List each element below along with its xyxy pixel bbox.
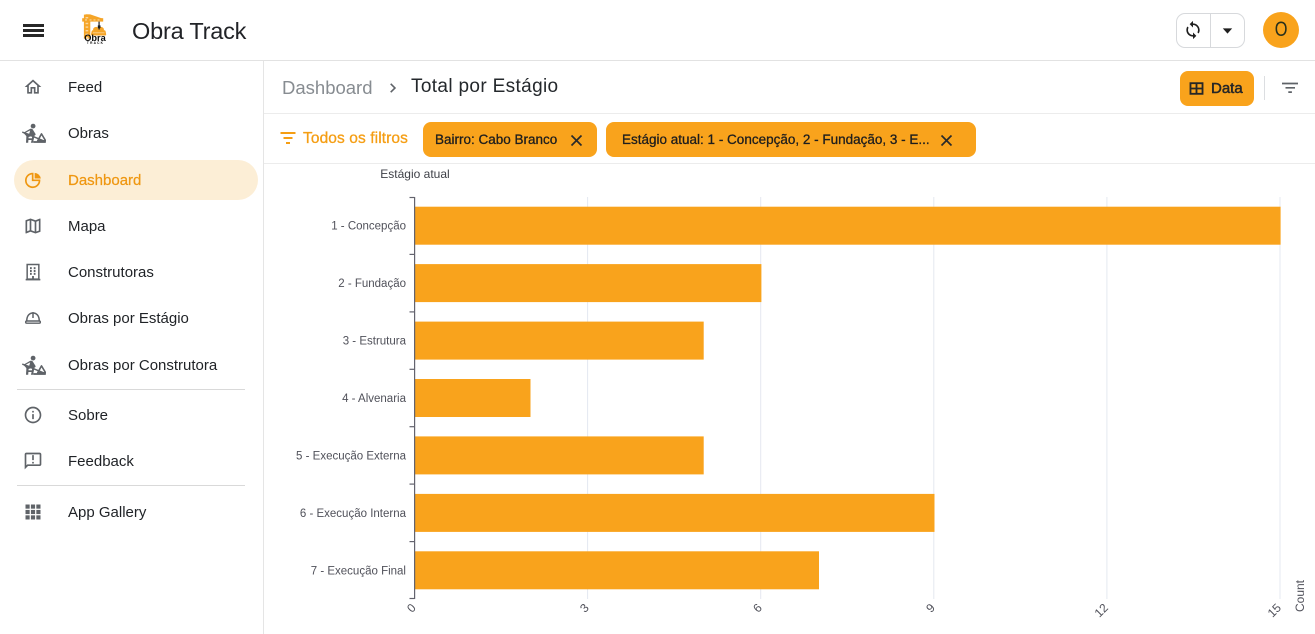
svg-text:6 - Execução Interna: 6 - Execução Interna — [300, 508, 407, 520]
svg-text:3 - Estrutura: 3 - Estrutura — [343, 336, 407, 348]
svg-text:TRACK: TRACK — [87, 41, 104, 45]
svg-text:4 - Alvenaria: 4 - Alvenaria — [342, 393, 407, 405]
svg-text:12: 12 — [1092, 600, 1112, 620]
svg-text:5 - Execução Externa: 5 - Execução Externa — [296, 450, 407, 462]
svg-text:9: 9 — [923, 601, 938, 616]
svg-text:3: 3 — [577, 601, 592, 616]
svg-text:Estágio atual: Estágio atual — [380, 167, 449, 181]
svg-text:15: 15 — [1265, 600, 1285, 620]
svg-text:1 - Concepção: 1 - Concepção — [331, 221, 406, 233]
svg-text:2 - Fundação: 2 - Fundação — [338, 278, 406, 290]
svg-text:Obra: Obra — [84, 33, 106, 43]
svg-text:Count: Count — [1293, 579, 1307, 612]
svg-text:6: 6 — [750, 601, 765, 616]
svg-text:7 - Execução Final: 7 - Execução Final — [311, 565, 406, 577]
svg-text:0: 0 — [404, 601, 419, 616]
